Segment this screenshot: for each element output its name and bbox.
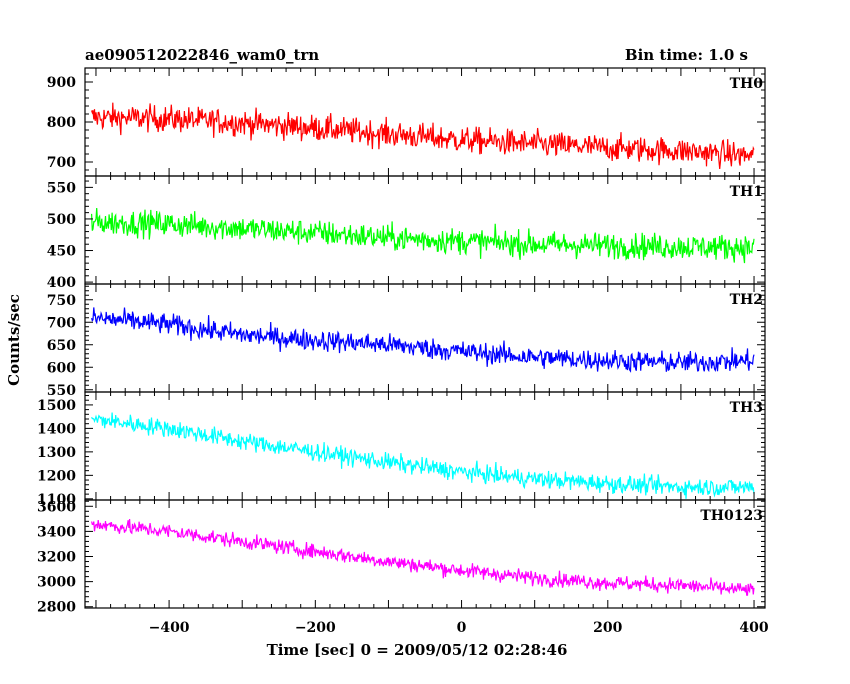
panel-frame bbox=[84, 283, 766, 393]
y-tick-label: 3200 bbox=[37, 550, 76, 566]
x-tick-label: −400 bbox=[149, 620, 190, 636]
panel-label-th1: TH1 bbox=[730, 184, 763, 200]
y-tick-label: 700 bbox=[47, 155, 76, 171]
y-tick-label: 1500 bbox=[37, 398, 76, 414]
x-tick-label: 400 bbox=[739, 620, 768, 636]
panel-label-th0123: TH0123 bbox=[700, 508, 763, 524]
y-tick-label: 1300 bbox=[37, 445, 76, 461]
y-tick-label: 650 bbox=[47, 338, 76, 354]
panel-th3: 1100 1200 1300 1400 1500 TH3 bbox=[37, 391, 766, 508]
y-tick-label: 400 bbox=[47, 275, 76, 291]
y-tick-label: 1100 bbox=[37, 492, 76, 508]
y-axis-label: Counts/sec bbox=[5, 294, 23, 386]
series-line-th0123 bbox=[91, 518, 755, 596]
y-tick-label: 3600 bbox=[37, 499, 76, 515]
panel-th2: 550 600 650 700 750 TH2 bbox=[47, 283, 766, 399]
panel-th1: 400 450 500 550 TH1 bbox=[47, 175, 766, 291]
y-tick-label: 800 bbox=[47, 115, 76, 131]
y-tick-label: 500 bbox=[47, 212, 76, 228]
panel-label-th0: TH0 bbox=[730, 76, 764, 92]
x-tick-label: −200 bbox=[295, 620, 336, 636]
series-line-th0 bbox=[91, 102, 755, 169]
panel-label-th3: TH3 bbox=[730, 400, 763, 416]
x-axis-label: Time [sec] 0 = 2009/05/12 02:28:46 bbox=[267, 641, 568, 659]
y-tick-label: 550 bbox=[47, 383, 76, 399]
y-tick-label: 700 bbox=[47, 315, 76, 331]
panel-th0: 700 800 900 TH0 bbox=[47, 67, 766, 177]
y-tick-label: 3400 bbox=[37, 524, 76, 540]
panel-frame bbox=[84, 499, 766, 609]
panel-label-th2: TH2 bbox=[730, 292, 763, 308]
panel-frame bbox=[84, 391, 766, 501]
series-line-th2 bbox=[91, 307, 755, 373]
y-tick-label: 550 bbox=[47, 180, 76, 196]
x-tick-label: 0 bbox=[457, 620, 467, 636]
chart-title: ae090512022846_wam0_trn bbox=[85, 46, 319, 64]
y-tick-label: 750 bbox=[47, 293, 76, 309]
y-tick-label: 1200 bbox=[37, 468, 76, 484]
bin-time-label: Bin time: 1.0 s bbox=[625, 46, 748, 64]
x-tick-label: 200 bbox=[593, 620, 622, 636]
y-tick-label: 1400 bbox=[37, 421, 76, 437]
y-tick-label: 3000 bbox=[37, 575, 76, 591]
panel-th0123: 2800 3000 3200 3400 3600 TH0123 bbox=[37, 499, 766, 616]
y-tick-label: 600 bbox=[47, 360, 76, 376]
y-tick-label: 900 bbox=[47, 75, 76, 91]
series-line-th3 bbox=[91, 412, 755, 499]
y-tick-label: 2800 bbox=[37, 600, 76, 616]
y-tick-label: 450 bbox=[47, 244, 76, 260]
series-line-th1 bbox=[91, 207, 755, 264]
